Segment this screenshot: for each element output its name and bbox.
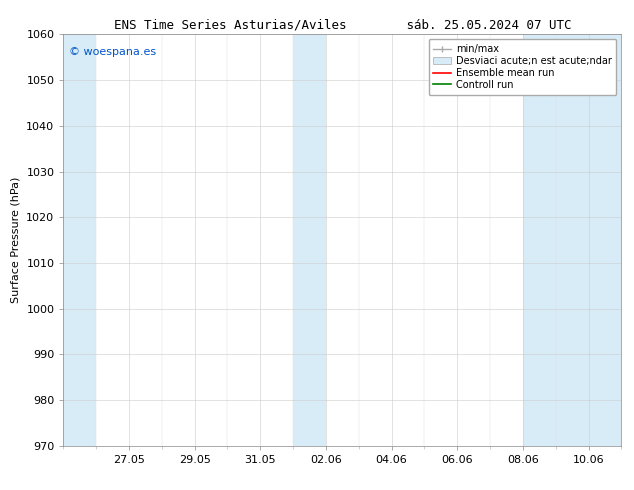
Title: ENS Time Series Asturias/Aviles        sáb. 25.05.2024 07 UTC: ENS Time Series Asturias/Aviles sáb. 25.… xyxy=(113,19,571,32)
Legend: min/max, Desviaci acute;n est acute;ndar, Ensemble mean run, Controll run: min/max, Desviaci acute;n est acute;ndar… xyxy=(429,39,616,95)
Bar xyxy=(63,34,96,446)
Y-axis label: Surface Pressure (hPa): Surface Pressure (hPa) xyxy=(11,177,21,303)
Text: © woespana.es: © woespana.es xyxy=(69,47,156,57)
Bar xyxy=(293,34,326,446)
Bar xyxy=(523,34,621,446)
